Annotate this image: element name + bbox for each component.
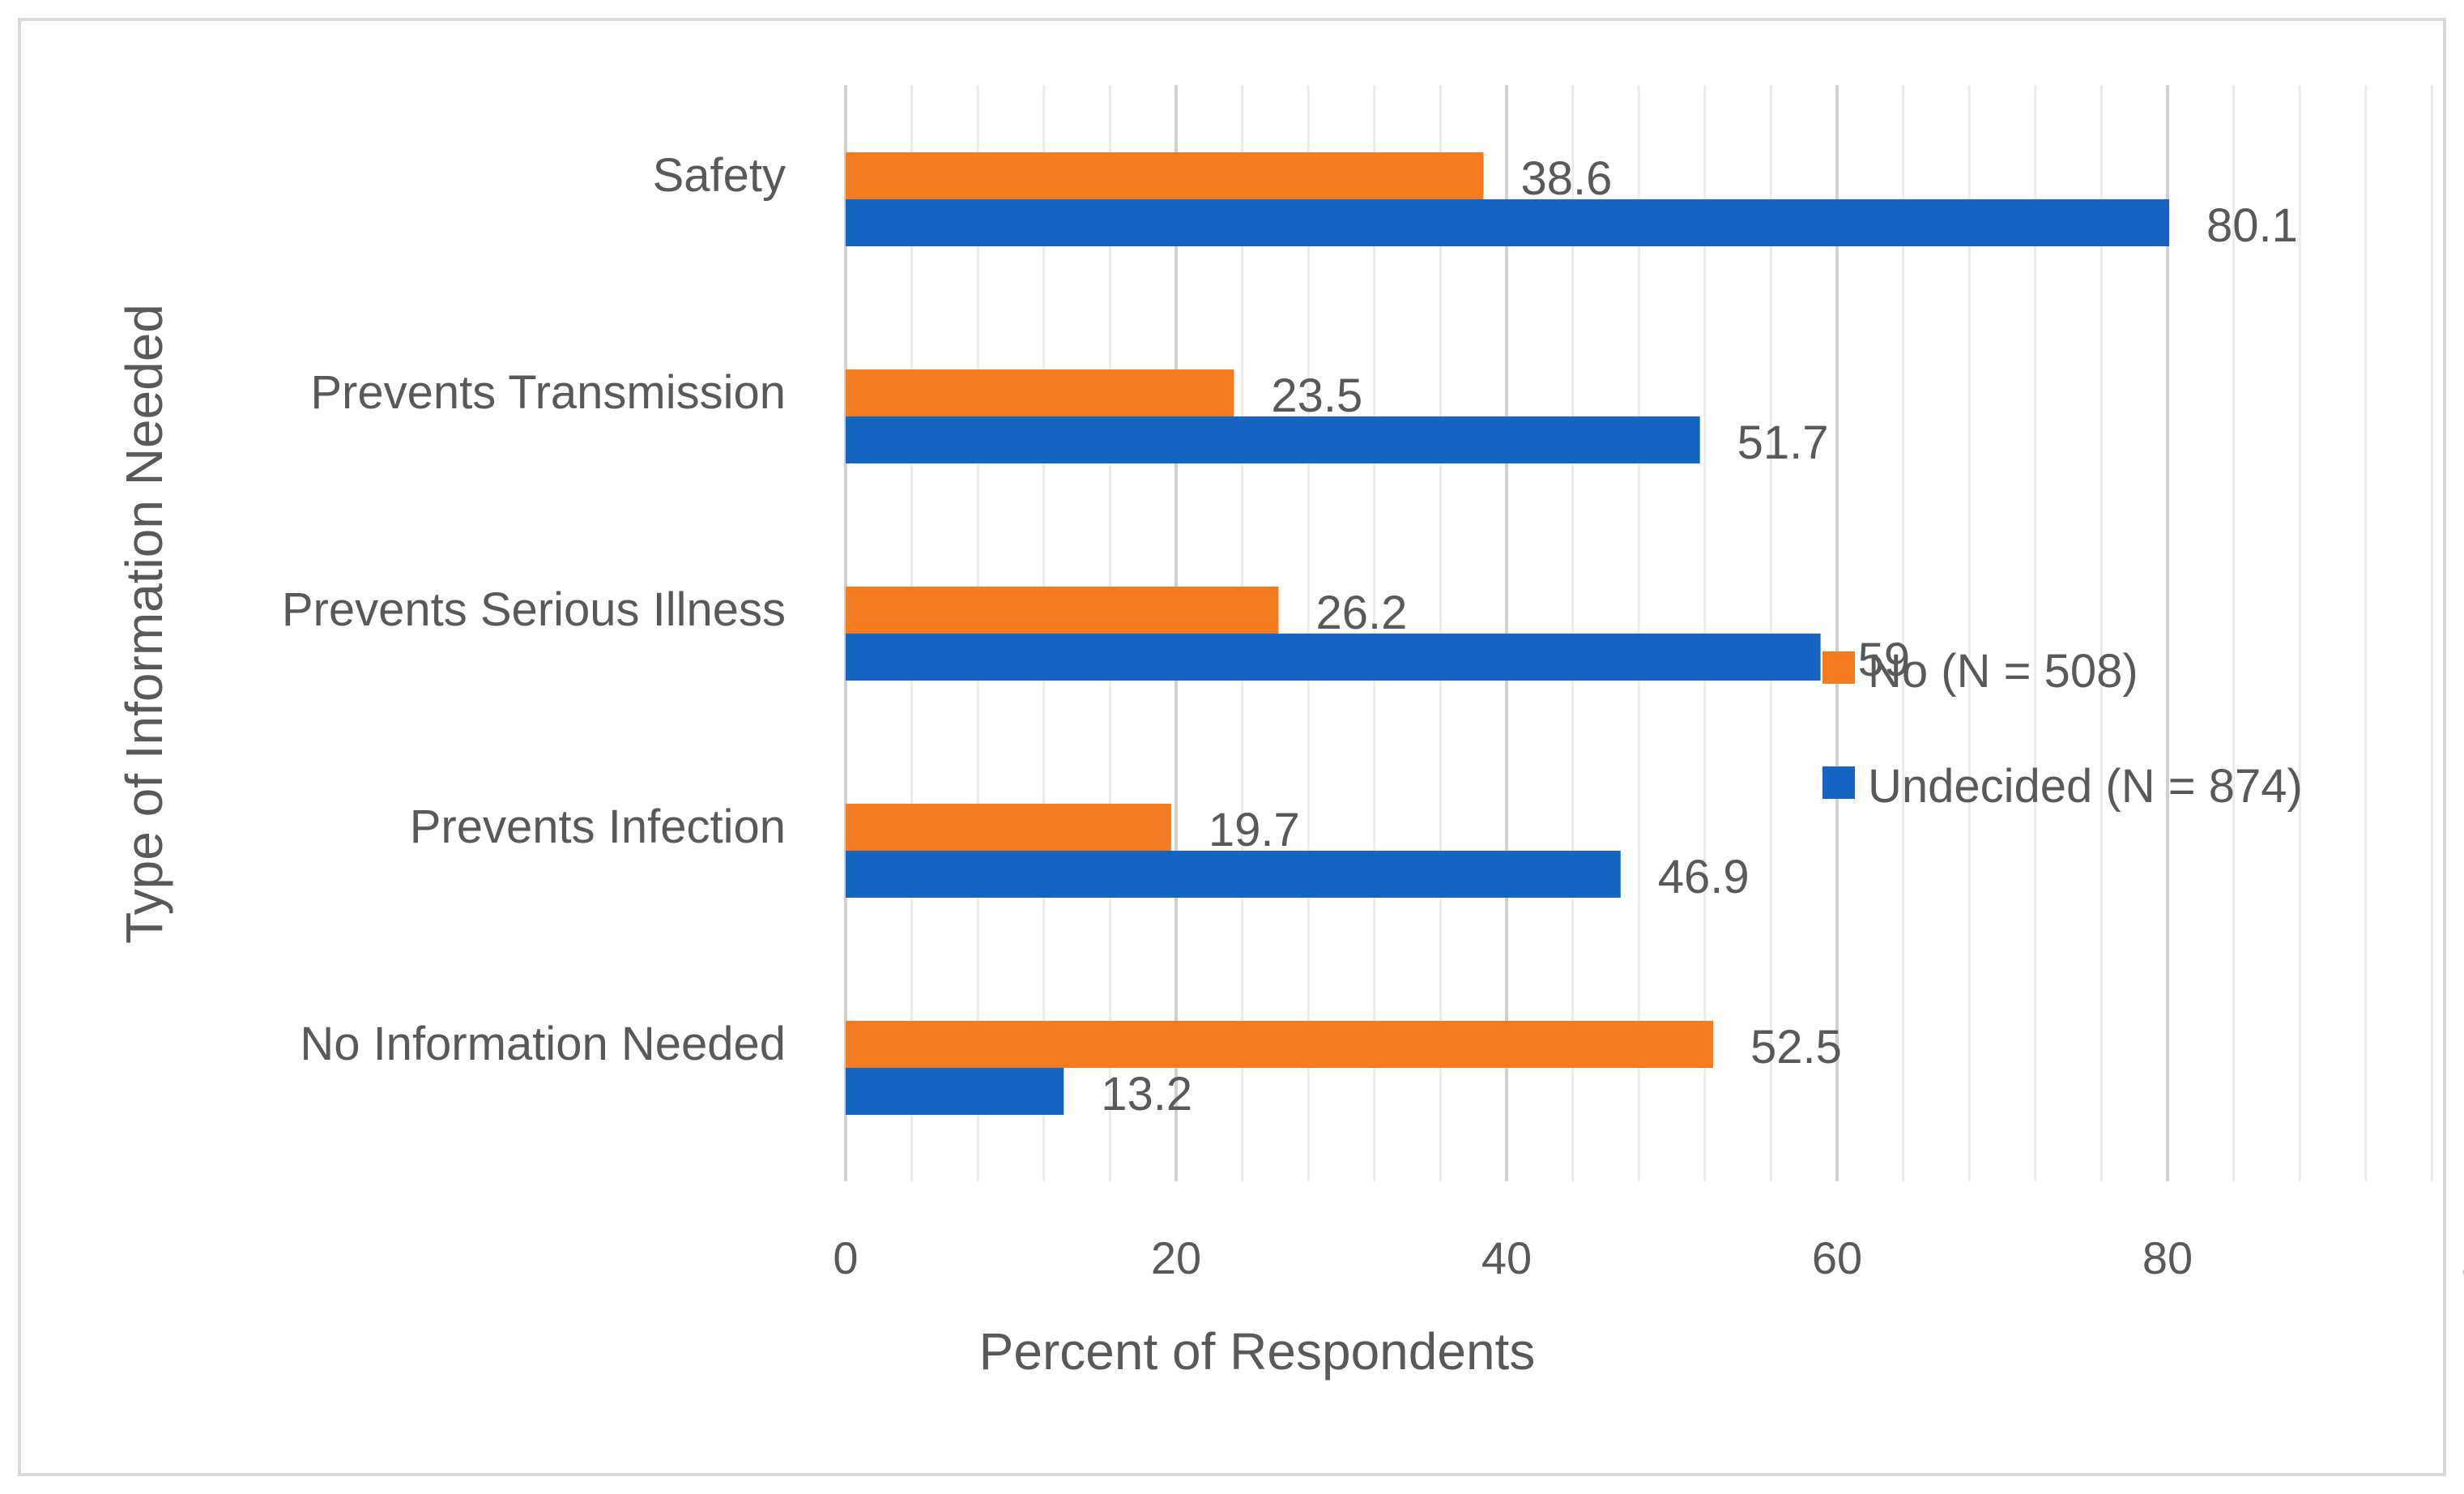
x-tick-label: 100 xyxy=(2460,1232,2464,1283)
y-axis-title: Type of Information Needed xyxy=(115,304,173,944)
data-label: 38.6 xyxy=(1520,152,1612,205)
data-label: 13.2 xyxy=(1101,1068,1192,1120)
data-label: 23.5 xyxy=(1271,369,1362,422)
bar-undecided xyxy=(846,416,1700,463)
data-label: 59 xyxy=(1858,634,1911,686)
x-axis-title: Percent of Respondents xyxy=(979,1322,1536,1381)
legend-label: Undecided (N = 874) xyxy=(1868,760,2303,813)
category-label: No Information Needed xyxy=(300,1018,786,1070)
data-label: 19.7 xyxy=(1209,804,1300,856)
x-tick-label: 40 xyxy=(1481,1232,1532,1283)
x-tick-label: 60 xyxy=(1812,1232,1862,1283)
bar-undecided xyxy=(846,199,2170,246)
gridlines xyxy=(844,85,2433,1181)
x-tick-label: 20 xyxy=(1151,1232,1201,1283)
category-label: Prevents Transmission xyxy=(310,366,786,419)
bar-undecided xyxy=(846,634,1821,681)
bar-no xyxy=(846,587,1279,634)
legend-swatch xyxy=(1822,766,1855,799)
data-label: 46.9 xyxy=(1658,851,1750,903)
data-label: 26.2 xyxy=(1315,587,1407,639)
bars xyxy=(846,152,2170,1115)
legend-label: No (N = 508) xyxy=(1868,645,2138,698)
category-labels: Safety Prevents Transmission Prevents Seri… xyxy=(282,149,786,1070)
category-label: Prevents Infection xyxy=(410,800,786,853)
data-label: 51.7 xyxy=(1737,416,1829,469)
chart-frame xyxy=(18,18,2446,1476)
bar-no xyxy=(846,1021,1713,1068)
bar-undecided xyxy=(846,1068,1064,1115)
data-label: 52.5 xyxy=(1750,1021,1842,1074)
data-labels: 38.6 80.1 23.5 51.7 26.2 59 19.7 46.9 52.5 13.2 xyxy=(1101,152,2298,1120)
category-label: Prevents Serious Illness xyxy=(282,583,786,636)
bar-no xyxy=(846,804,1171,851)
x-tick-labels: 0 20 40 60 80 100 xyxy=(833,1232,2464,1283)
x-tick-label: 0 xyxy=(833,1232,858,1283)
category-label: Safety xyxy=(653,149,786,202)
bar-no xyxy=(846,152,1484,199)
bar-no xyxy=(846,369,1234,416)
legend-swatch xyxy=(1822,651,1855,684)
x-tick-label: 80 xyxy=(2142,1232,2193,1283)
data-label: 80.1 xyxy=(2206,199,2298,252)
bar-undecided xyxy=(846,851,1621,898)
legend: No (N = 508) Undecided (N = 874) xyxy=(1822,645,2303,813)
